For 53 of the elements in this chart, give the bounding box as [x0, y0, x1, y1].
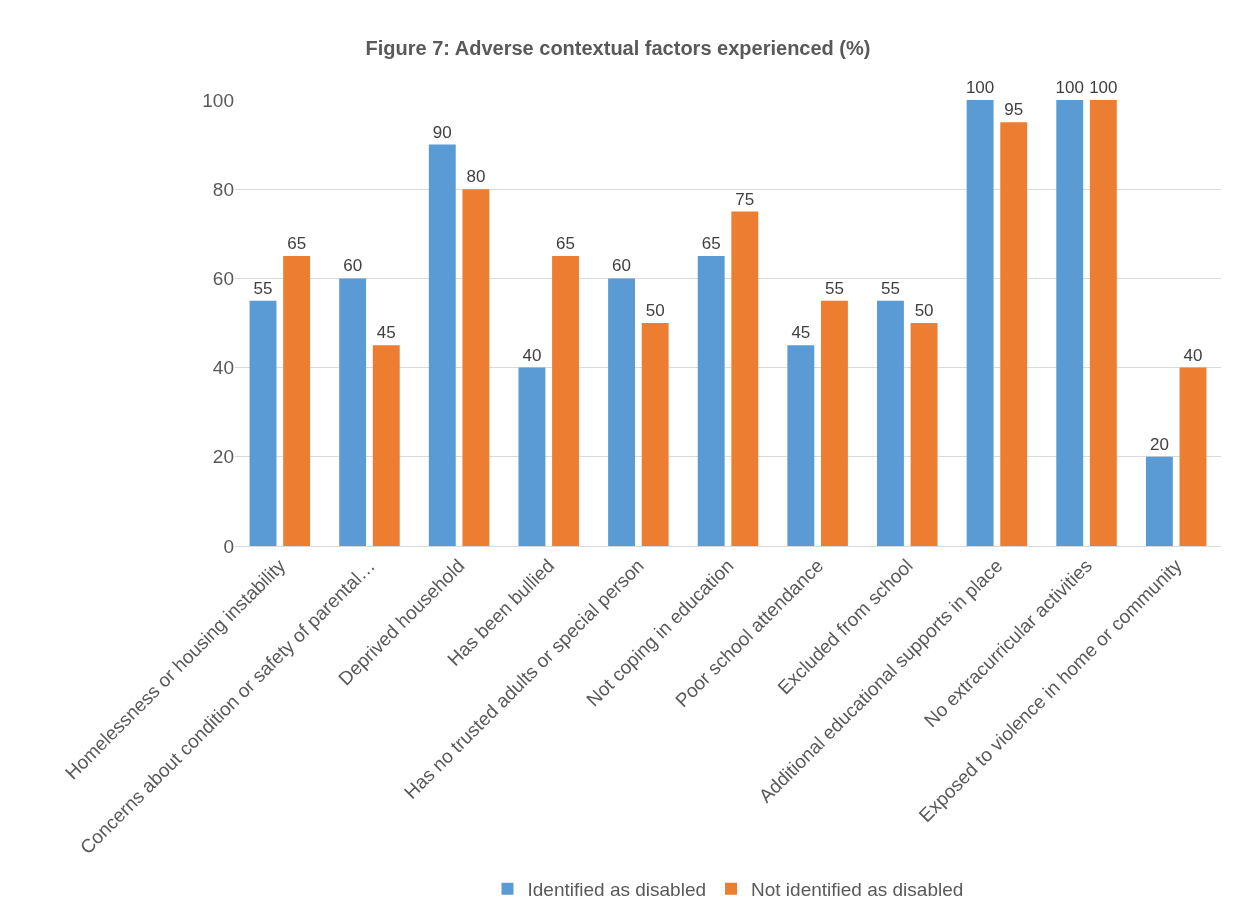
- bar: [428, 144, 456, 546]
- y-tick-label: 40: [212, 357, 234, 379]
- data-label: 55: [824, 278, 844, 298]
- bar: [877, 300, 904, 546]
- y-tick-label: 80: [212, 178, 234, 200]
- y-tick-label: 20: [212, 446, 234, 468]
- bar: [910, 323, 938, 546]
- data-label: 40: [522, 345, 542, 365]
- bar: [372, 345, 400, 546]
- y-tick-label: 60: [212, 268, 234, 290]
- data-label: 60: [612, 256, 632, 276]
- y-tick-label: 100: [202, 89, 234, 111]
- bar: [821, 300, 848, 546]
- bar: [1179, 367, 1207, 546]
- data-label: 45: [791, 323, 811, 343]
- bar: [1000, 122, 1028, 546]
- bar: [787, 345, 815, 546]
- bar: [966, 100, 994, 546]
- data-label: 50: [645, 301, 665, 320]
- bar: [608, 278, 635, 546]
- data-label: 100: [1055, 78, 1084, 97]
- bar: [552, 256, 579, 546]
- bar: [731, 211, 759, 546]
- chart-title: Figure 7: Adverse contextual factors experienced (%): [365, 36, 871, 59]
- data-label: 55: [253, 278, 273, 298]
- bar: [697, 256, 725, 546]
- data-label: 65: [701, 234, 721, 254]
- legend-label: Not identified as disabled: [751, 879, 964, 901]
- data-label: 50: [914, 301, 934, 320]
- data-label: 95: [1004, 100, 1024, 120]
- data-label: 20: [1149, 434, 1169, 454]
- bar: [249, 300, 277, 546]
- bar: [518, 367, 546, 546]
- bar: [1056, 100, 1084, 546]
- bar: [641, 323, 669, 546]
- data-label: 45: [376, 323, 396, 343]
- bar: [1145, 456, 1173, 546]
- legend-label: Identified as disabled: [527, 879, 707, 901]
- bar: [339, 278, 367, 546]
- data-label: 65: [556, 234, 575, 254]
- bar: [283, 256, 311, 546]
- data-label: 65: [287, 234, 307, 254]
- data-label: 90: [432, 122, 452, 142]
- bar: [462, 189, 490, 546]
- data-label: 100: [1089, 78, 1118, 97]
- y-tick-label: 0: [223, 535, 234, 557]
- data-label: 55: [881, 278, 900, 298]
- data-label: 100: [965, 78, 995, 97]
- data-label: 40: [1183, 345, 1203, 365]
- data-label: 60: [343, 256, 363, 276]
- data-label: 75: [735, 189, 755, 209]
- bar: [1089, 100, 1117, 546]
- data-label: 80: [466, 167, 486, 187]
